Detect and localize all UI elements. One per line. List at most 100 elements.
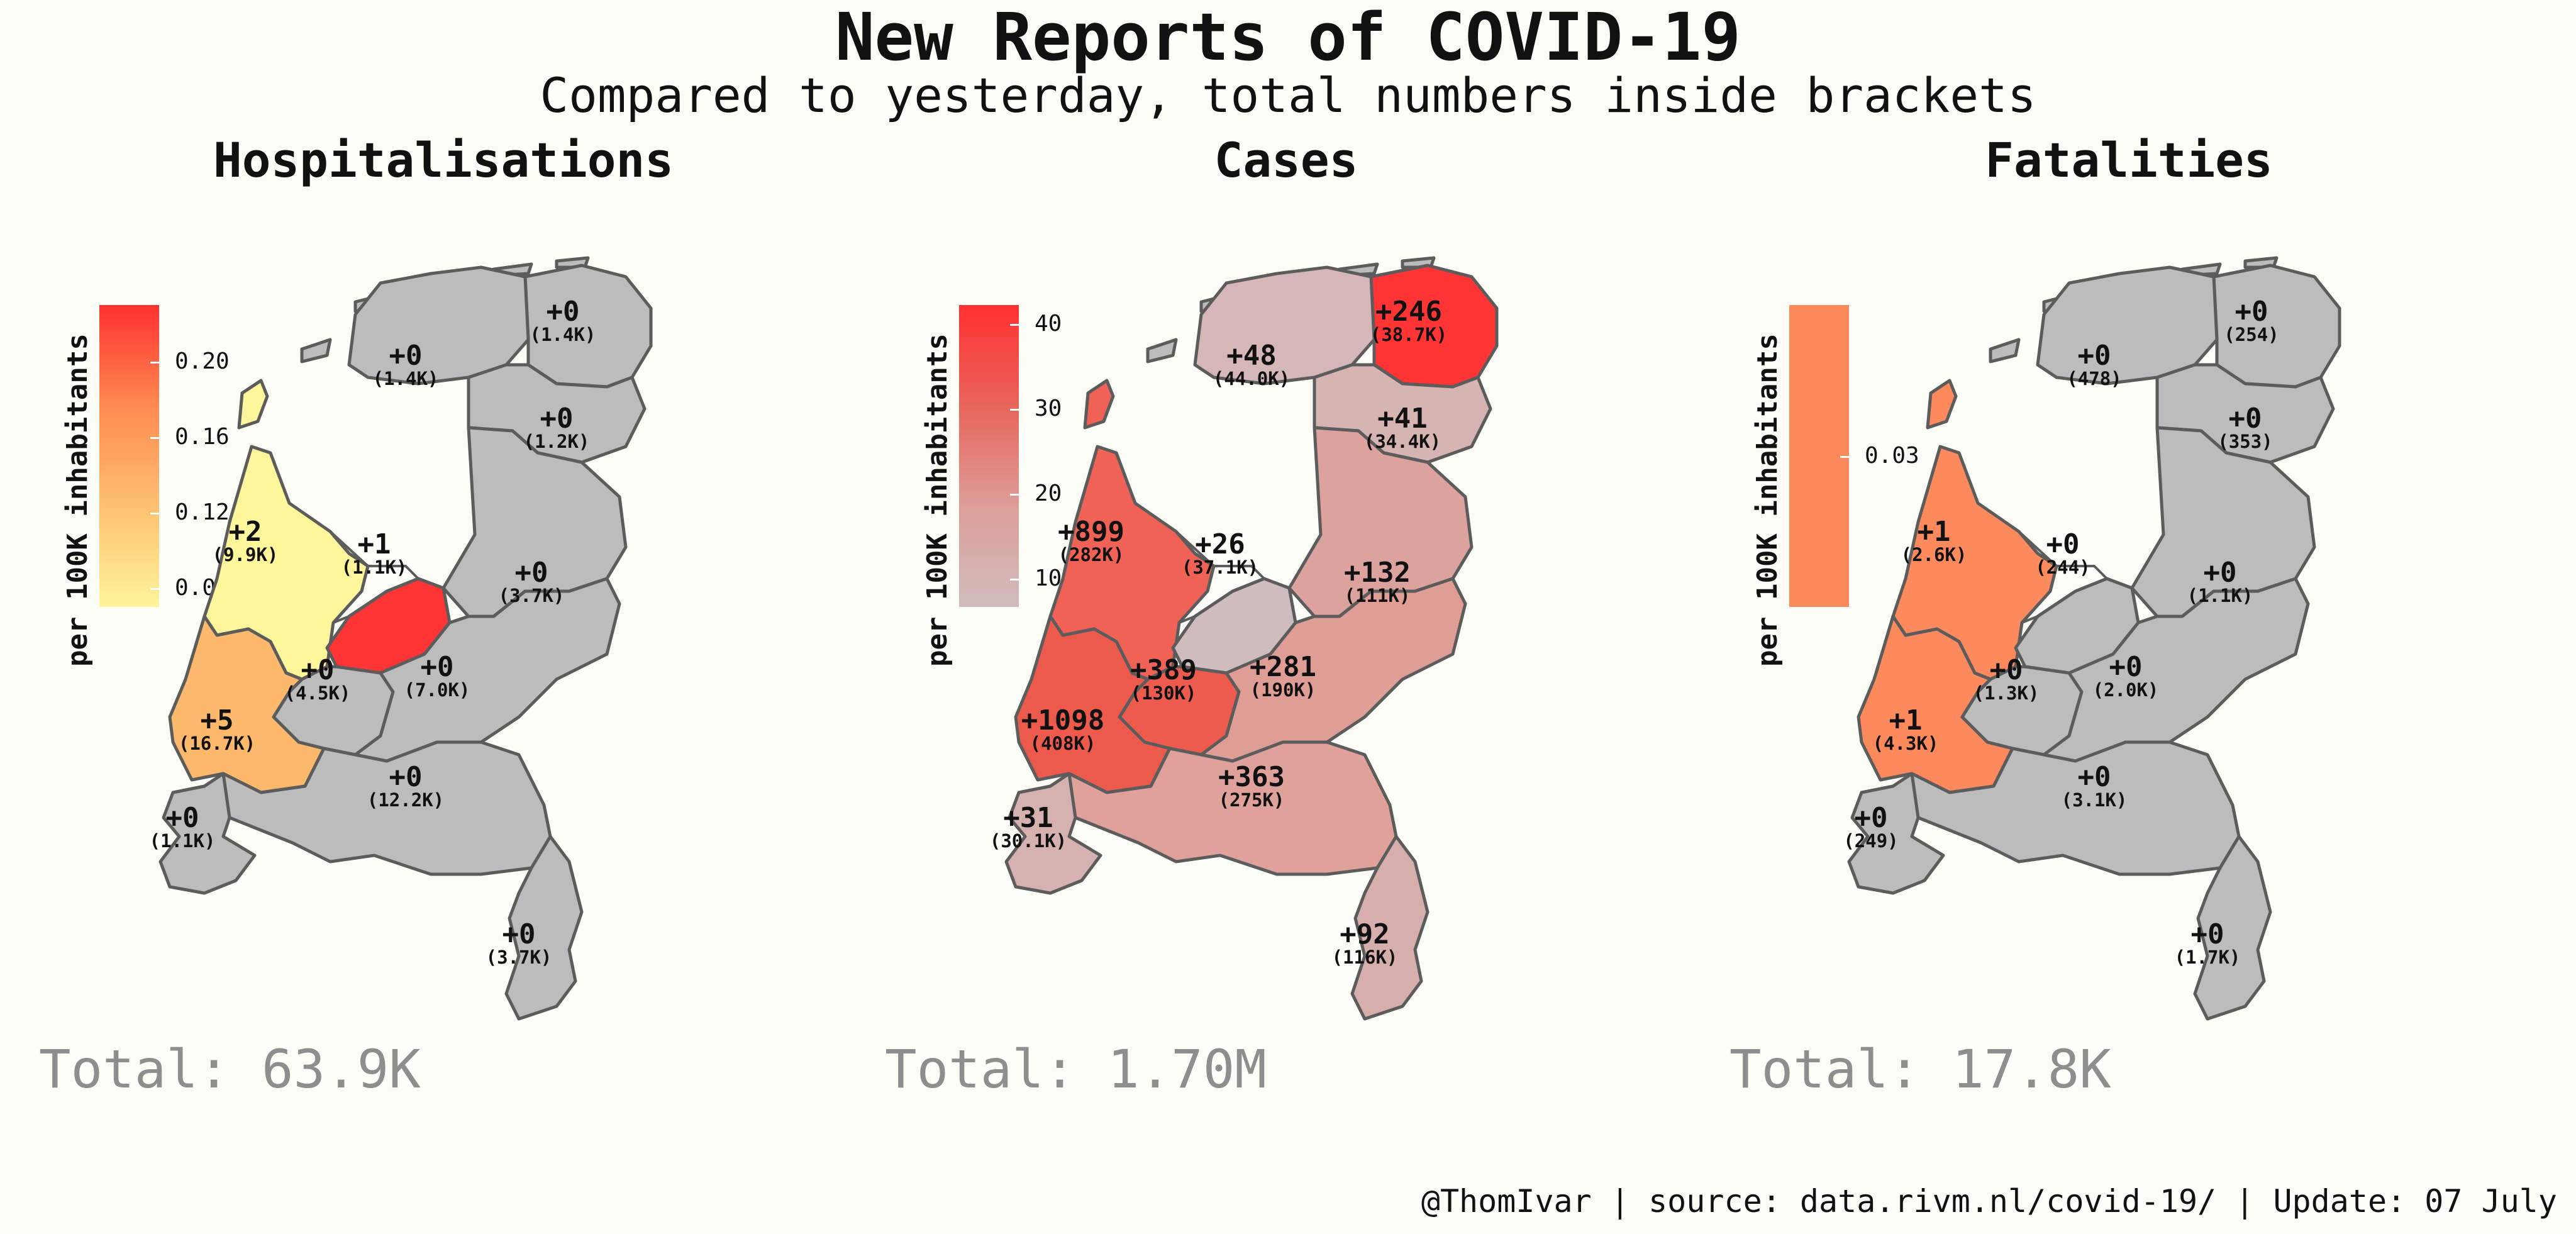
- province-change-label: +389: [1130, 654, 1197, 686]
- total-fatalities: Total: 17.8K: [1729, 1038, 2111, 1100]
- province-total-label: (3.7K): [486, 947, 552, 968]
- legend-tick-mark: [1010, 409, 1019, 411]
- province-total-label: (244): [2035, 557, 2090, 578]
- province-zuid-holland: [1014, 614, 1172, 794]
- province-total-label: (34.4K): [1364, 431, 1441, 452]
- province-total-label: (7.0K): [404, 679, 470, 701]
- province-limburg: [1350, 835, 1430, 1021]
- province-zuid-holland: [168, 614, 326, 794]
- legend-tick-label: 10: [1035, 565, 1062, 591]
- netherlands-map-hospitalisations: +0(1.4K)+0(1.4K)+0(1.2K)+2(9.9K) +1(1.1K)…: [150, 256, 653, 1021]
- province-change-label: +0: [1990, 654, 2023, 686]
- province-change-label: +0: [2204, 557, 2237, 589]
- legend-tick-mark: [1010, 494, 1019, 496]
- province-total-label: (130K): [1131, 682, 1197, 704]
- panel-title-fatalities: Fatalities: [1985, 132, 2273, 188]
- figure-subtitle: Compared to yesterday, total numbers ins…: [540, 67, 2036, 123]
- panel-title-hospitalisations: Hospitalisations: [213, 132, 674, 188]
- province-change-label: +1: [1918, 516, 1951, 548]
- province-limburg: [2193, 835, 2272, 1021]
- province-change-label: +48: [1226, 340, 1276, 372]
- wadden-island: [237, 379, 269, 430]
- province-change-label: +0: [421, 651, 454, 683]
- province-change-label: +0: [166, 802, 199, 834]
- legend-tick-mark: [1840, 456, 1849, 458]
- total-cases: Total: 1.70M: [885, 1038, 1267, 1100]
- province-change-label: +31: [1003, 802, 1053, 834]
- province-change-label: +26: [1195, 528, 1245, 560]
- wadden-island: [1083, 379, 1115, 430]
- province-total-label: (1.4K): [530, 324, 596, 345]
- legend-tick-label: 0.03: [1865, 443, 1919, 469]
- province-change-label: +0: [2046, 528, 2080, 560]
- province-zeeland: [158, 772, 257, 895]
- legend-tick-mark: [150, 362, 159, 364]
- province-change-label: +5: [201, 704, 234, 737]
- wadden-island: [1989, 338, 2021, 364]
- province-total-label: (4.5K): [285, 682, 351, 704]
- province-total-label: (2.0K): [2093, 679, 2159, 701]
- province-zeeland: [1004, 772, 1102, 895]
- legend-tick-mark: [1010, 324, 1019, 326]
- province-change-label: +0: [389, 761, 423, 793]
- province-change-label: +132: [1344, 557, 1411, 589]
- wadden-island: [300, 338, 332, 364]
- province-change-label: +0: [2109, 651, 2143, 683]
- province-change-label: +0: [2078, 761, 2111, 793]
- legend-tick-label: 0.20: [175, 348, 230, 374]
- panel-title-cases: Cases: [1214, 132, 1358, 188]
- legend-color-bar: [959, 305, 1019, 607]
- province-total-label: (12.2K): [367, 789, 444, 811]
- province-change-label: +0: [1855, 802, 1888, 834]
- legend-tick-label: 40: [1035, 311, 1062, 336]
- province-change-label: +246: [1375, 296, 1442, 328]
- province-total-label: (38.7K): [1370, 324, 1447, 345]
- legend-tick-mark: [150, 437, 159, 439]
- total-hospitalisations: Total: 63.9K: [39, 1038, 421, 1100]
- province-total-label: (1.3K): [1974, 682, 2040, 704]
- province-total-label: (478): [2067, 368, 2121, 389]
- legend-tick-mark: [150, 588, 159, 590]
- legend-tick-mark: [1010, 579, 1019, 581]
- netherlands-map-cases: +246(38.7K) +48(44.0K) +41(34.4K) +899(282K…: [990, 256, 1499, 1021]
- province-change-label: +0: [502, 918, 536, 950]
- province-change-label: +0: [389, 340, 423, 372]
- province-change-label: +1: [358, 528, 391, 560]
- province-total-label: (1.4K): [373, 368, 439, 389]
- legend-tick-label: 0.16: [175, 424, 230, 450]
- legend-color-bar: [99, 305, 159, 607]
- source-footer: @ThomIvar | source: data.rivm.nl/covid-1…: [1421, 1183, 2557, 1220]
- province-total-label: (1.2K): [524, 431, 590, 452]
- province-change-label: +0: [515, 557, 548, 589]
- province-total-label: (190K): [1250, 679, 1316, 701]
- province-total-label: (16.7K): [179, 733, 255, 754]
- province-change-label: +281: [1250, 651, 1316, 683]
- province-change-label: +0: [547, 296, 580, 328]
- province-total-label: (1.1K): [2187, 585, 2253, 606]
- province-total-label: (37.1K): [1182, 557, 1258, 578]
- legend-tick-mark: [150, 513, 159, 514]
- province-total-label: (116K): [1332, 947, 1398, 968]
- province-change-label: +363: [1218, 761, 1285, 793]
- legend-tick-label: 0.12: [175, 499, 230, 525]
- province-change-label: +41: [1377, 403, 1427, 435]
- province-total-label: (4.3K): [1873, 733, 1939, 754]
- province-total-label: (30.1K): [990, 830, 1067, 852]
- province-total-label: (44.0K): [1213, 368, 1290, 389]
- province-total-label: (3.1K): [2062, 789, 2128, 811]
- legend-color-bar: [1789, 305, 1849, 607]
- province-change-label: +0: [540, 403, 574, 435]
- province-total-label: (1.1K): [150, 830, 216, 852]
- province-change-label: +899: [1058, 516, 1124, 548]
- province-change-label: +0: [2191, 918, 2224, 950]
- legend-tick-label: 20: [1035, 481, 1062, 506]
- province-change-label: +0: [2235, 296, 2268, 328]
- province-total-label: (275K): [1219, 789, 1285, 811]
- province-total-label: (1.7K): [2175, 947, 2241, 968]
- province-total-label: (111K): [1345, 585, 1411, 606]
- province-total-label: (249): [1843, 830, 1898, 852]
- province-total-label: (9.9K): [213, 544, 279, 565]
- province-change-label: +92: [1340, 918, 1389, 950]
- province-total-label: (282K): [1058, 544, 1124, 565]
- province-zuid-holland: [1857, 614, 2014, 794]
